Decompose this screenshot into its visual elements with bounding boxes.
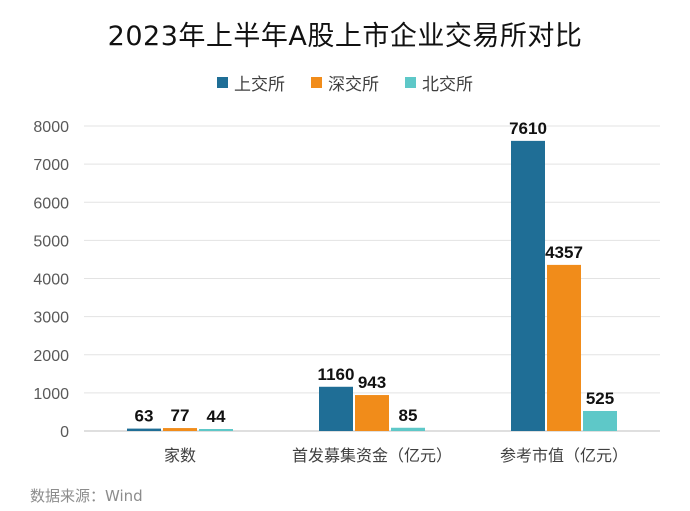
bar [199, 429, 233, 431]
bar [511, 140, 545, 431]
legend-item-sse: 上交所 [217, 70, 285, 95]
bar [127, 428, 161, 431]
data-label: 1160 [318, 365, 355, 384]
data-label: 4357 [545, 243, 583, 262]
source-note: 数据来源：Wind [30, 487, 143, 505]
x-tick-label: 首发募集资金（亿元） [292, 446, 452, 465]
x-tick-label: 家数 [164, 446, 196, 465]
legend-swatch-szse [311, 77, 322, 88]
bar [319, 386, 353, 431]
y-tick-label: 7000 [33, 157, 69, 174]
legend-item-bse: 北交所 [405, 70, 473, 95]
data-label: 63 [135, 407, 154, 426]
y-tick-label: 0 [60, 424, 69, 441]
y-tick-label: 5000 [33, 233, 69, 250]
data-label: 77 [171, 406, 190, 425]
bar [547, 264, 581, 431]
data-label: 85 [399, 406, 418, 425]
legend-label-bse: 北交所 [422, 75, 473, 95]
bar [163, 428, 197, 431]
y-tick-label: 8000 [33, 119, 69, 136]
y-tick-label: 3000 [33, 310, 69, 327]
chart-title: 2023年上半年A股上市企业交易所对比 [107, 21, 583, 52]
chart-legend: 上交所 深交所 北交所 [0, 70, 690, 95]
data-label: 525 [586, 389, 614, 408]
y-tick-label: 2000 [33, 348, 69, 365]
legend-label-sse: 上交所 [234, 75, 285, 95]
legend-label-szse: 深交所 [328, 75, 379, 95]
bar [355, 395, 389, 431]
y-tick-label: 6000 [33, 195, 69, 212]
bar [391, 427, 425, 431]
legend-swatch-bse [405, 77, 416, 88]
legend-item-szse: 深交所 [311, 70, 379, 95]
x-tick-label: 参考市值（亿元） [500, 446, 628, 465]
y-tick-label: 1000 [33, 386, 69, 403]
legend-swatch-sse [217, 77, 228, 88]
data-label: 7610 [509, 119, 547, 138]
y-tick-label: 4000 [33, 272, 69, 289]
data-label: 943 [358, 373, 386, 392]
data-label: 44 [207, 407, 226, 426]
bar [583, 410, 617, 431]
